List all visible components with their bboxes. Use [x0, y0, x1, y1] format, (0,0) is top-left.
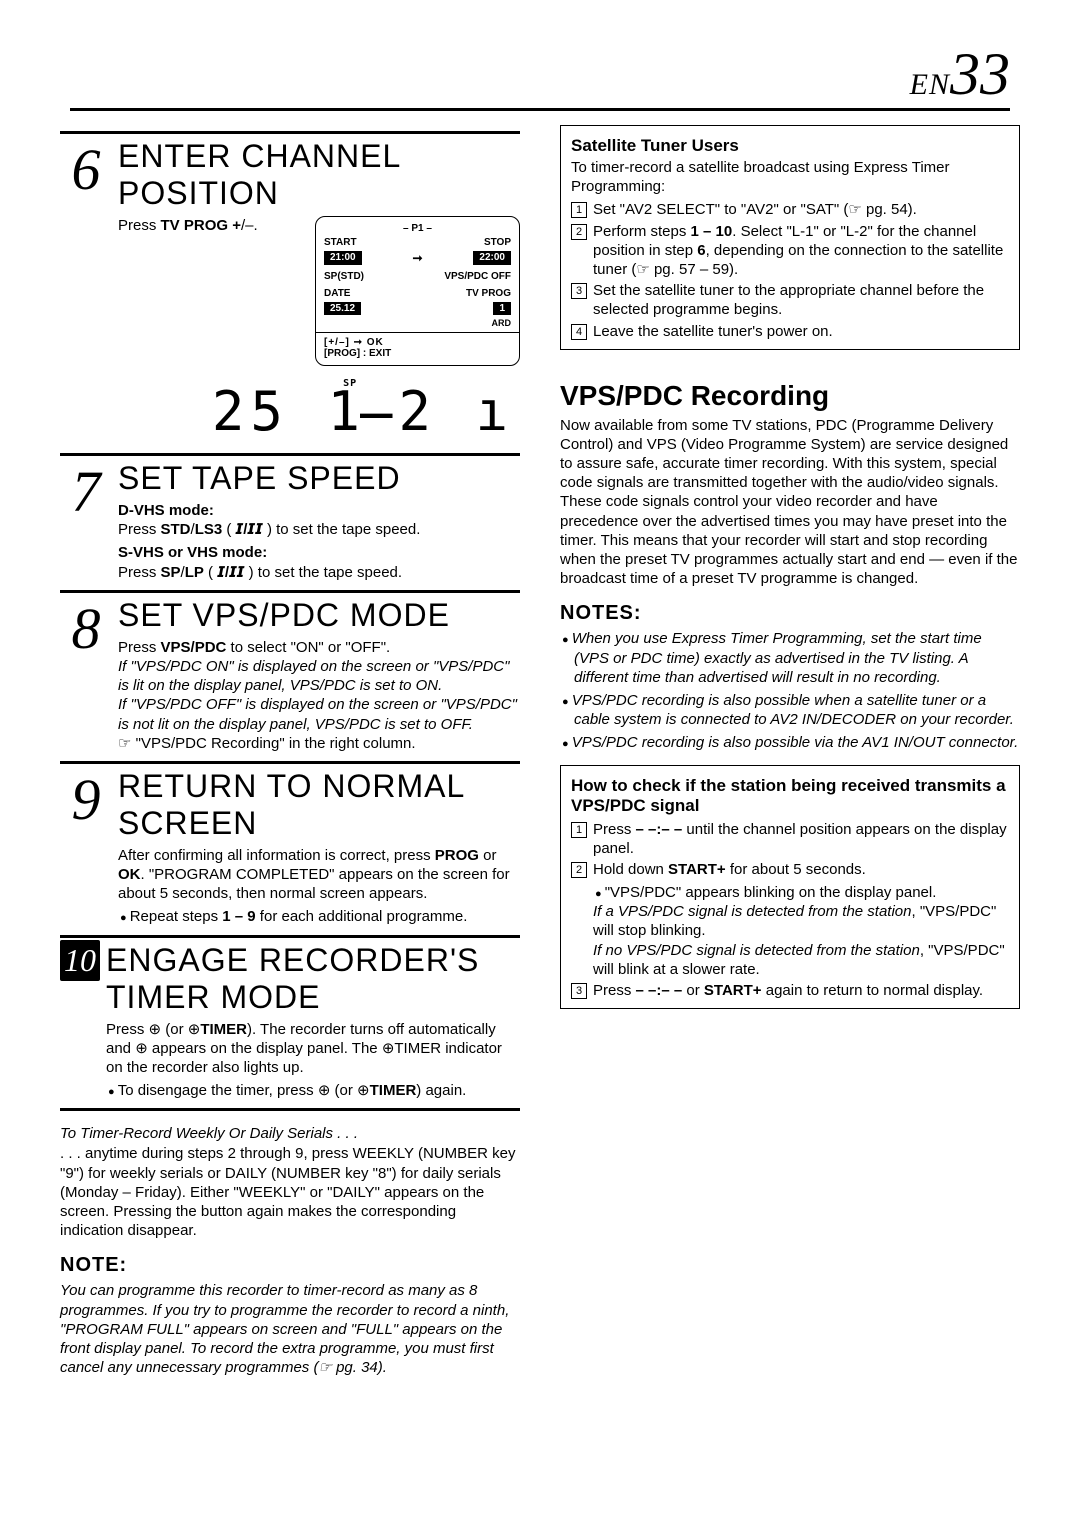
notes-right-title: NOTES:	[560, 602, 1020, 625]
step-10-title: ENGAGE RECORDER'S TIMER MODE	[106, 940, 520, 1016]
satellite-box: Satellite Tuner Users To timer-record a …	[560, 125, 1020, 350]
vps-title: VPS/PDC Recording	[560, 380, 1020, 412]
serials-text: . . . anytime during steps 2 through 9, …	[60, 1144, 520, 1240]
vps-para: Now available from some TV stations, PDC…	[560, 416, 1020, 589]
svhs-label: S-VHS or VHS mode:	[118, 543, 520, 562]
step-number: 7	[60, 458, 112, 525]
step-8: 8 SET VPS/PDC MODE Press VPS/PDC to sele…	[60, 595, 520, 753]
page-number: EN33	[910, 40, 1010, 109]
howto-title: How to check if the station being receiv…	[571, 776, 1009, 816]
step-9-title: RETURN TO NORMAL SCREEN	[118, 766, 520, 842]
dvhs-label: D-VHS mode:	[118, 501, 520, 520]
top-rule	[70, 108, 1010, 111]
step-6-title: ENTER CHANNEL POSITION	[118, 136, 520, 212]
serials-title: To Timer-Record Weekly Or Daily Serials …	[60, 1125, 520, 1142]
note-left-title: NOTE:	[60, 1254, 520, 1277]
step-number: 10	[60, 940, 100, 981]
step-number: 6	[60, 136, 112, 203]
step-8-title: SET VPS/PDC MODE	[118, 595, 520, 634]
step-9: 9 RETURN TO NORMAL SCREEN After confirmi…	[60, 766, 520, 927]
step-10: 10 ENGAGE RECORDER'S TIMER MODE Press ⊕ …	[60, 940, 520, 1101]
step-7-title: SET TAPE SPEED	[118, 458, 520, 497]
howto-box: How to check if the station being receiv…	[560, 765, 1020, 1010]
step-number: 8	[60, 595, 112, 662]
osd-panel: – P1 – STARTSTOP 21:00➞22:00 SP(STD)VPS/…	[315, 216, 520, 366]
segment-display: SP 25 1̶2 ı	[118, 380, 520, 443]
satellite-title: Satellite Tuner Users	[571, 136, 1009, 156]
step-7: 7 SET TAPE SPEED D-VHS mode: Press STD/L…	[60, 458, 520, 582]
step-6-text: Press TV PROG +/–.	[118, 217, 258, 234]
step-number: 9	[60, 766, 112, 833]
note-left-text: You can programme this recorder to timer…	[60, 1281, 520, 1377]
step-6: 6 ENTER CHANNEL POSITION – P1 – STARTSTO…	[60, 136, 520, 445]
